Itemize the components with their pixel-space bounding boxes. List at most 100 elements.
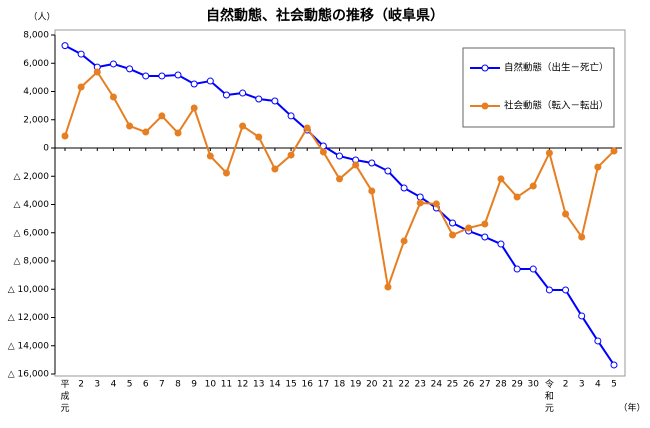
point bbox=[287, 112, 295, 120]
y-tick-label: △ 10,000 bbox=[8, 285, 50, 295]
point bbox=[271, 97, 279, 105]
point bbox=[190, 80, 198, 88]
x-tick-label: 12 bbox=[237, 380, 248, 390]
x-tick-label: 2 bbox=[78, 380, 84, 390]
point bbox=[384, 283, 392, 291]
point bbox=[610, 361, 618, 369]
point bbox=[465, 224, 473, 232]
x-tick-label: 19 bbox=[350, 380, 362, 390]
point bbox=[77, 50, 85, 58]
point bbox=[562, 286, 570, 294]
y-tick-label: 8,000 bbox=[23, 31, 49, 41]
point bbox=[400, 237, 408, 245]
y-tick-label: △ 14,000 bbox=[8, 341, 50, 351]
x-tick-label: 17 bbox=[318, 380, 329, 390]
x-tick-label: 25 bbox=[447, 380, 458, 390]
legend-marker bbox=[481, 102, 489, 110]
x-tick-label: 23 bbox=[415, 380, 426, 390]
x-tick-label: 5 bbox=[611, 380, 617, 390]
legend-label: 自然動態（出生－死亡） bbox=[504, 62, 609, 74]
x-tick-label: 20 bbox=[366, 380, 378, 390]
x-tick-label: 3 bbox=[94, 380, 100, 390]
point bbox=[432, 200, 440, 208]
chart-title: 自然動態、社会動態の推移（岐阜県） bbox=[206, 7, 444, 24]
x-tick-label: 14 bbox=[269, 380, 281, 390]
point bbox=[206, 152, 214, 160]
point bbox=[222, 169, 230, 177]
x-tick-label: 7 bbox=[159, 380, 165, 390]
point bbox=[61, 42, 69, 50]
x-tick-label: 5 bbox=[127, 380, 133, 390]
y-tick-label: △ 8,000 bbox=[13, 257, 49, 267]
point bbox=[174, 129, 182, 137]
point bbox=[319, 148, 327, 156]
x-tick-label: 22 bbox=[398, 380, 409, 390]
x-tick-label: 11 bbox=[221, 380, 232, 390]
point bbox=[578, 312, 586, 320]
point bbox=[352, 161, 360, 169]
x-tick-label: 4 bbox=[111, 380, 117, 390]
point bbox=[77, 83, 85, 91]
point bbox=[93, 68, 101, 76]
y-tick-label: △ 2,000 bbox=[13, 172, 49, 182]
y-tick-label: 4,000 bbox=[23, 87, 49, 97]
point bbox=[271, 165, 279, 173]
point bbox=[158, 72, 166, 80]
point bbox=[239, 89, 247, 97]
point bbox=[562, 210, 570, 218]
x-tick-label: 3 bbox=[579, 380, 585, 390]
x-tick-label: 18 bbox=[334, 380, 346, 390]
x-tick-label: 28 bbox=[495, 380, 507, 390]
y-tick-label: △ 16,000 bbox=[8, 370, 50, 380]
point bbox=[303, 124, 311, 132]
legend-label: 社会動態（転入－転出） bbox=[504, 100, 609, 112]
point bbox=[416, 199, 424, 207]
point bbox=[481, 233, 489, 241]
x-tick-label: 16 bbox=[301, 380, 313, 390]
x-tick-label: 30 bbox=[528, 380, 540, 390]
legend-marker bbox=[481, 64, 489, 72]
point bbox=[449, 219, 457, 227]
point bbox=[529, 182, 537, 190]
x-tick-label: 26 bbox=[463, 380, 475, 390]
point bbox=[287, 151, 295, 159]
point bbox=[126, 65, 134, 73]
point bbox=[336, 152, 343, 160]
point bbox=[497, 175, 505, 183]
y-tick-label: 0 bbox=[43, 144, 49, 154]
x-tick-label: 9 bbox=[191, 380, 197, 390]
point bbox=[578, 233, 586, 241]
point bbox=[255, 95, 263, 103]
legend-box bbox=[462, 47, 615, 128]
point bbox=[449, 231, 457, 239]
x-tick-label: 29 bbox=[511, 380, 523, 390]
x-tick-label: 15 bbox=[285, 380, 296, 390]
point bbox=[109, 93, 117, 101]
y-tick-label: △ 4,000 bbox=[13, 200, 49, 210]
point bbox=[158, 112, 166, 120]
x-tick-label: 令和元 bbox=[545, 378, 554, 414]
point bbox=[481, 220, 489, 228]
point bbox=[142, 128, 150, 136]
point bbox=[497, 240, 505, 248]
x-tick-label: 平成元 bbox=[60, 379, 69, 414]
point bbox=[239, 122, 247, 130]
y-tick-label: △ 12,000 bbox=[8, 313, 50, 323]
point bbox=[142, 72, 150, 80]
x-tick-label: 8 bbox=[175, 380, 181, 390]
point bbox=[545, 149, 553, 157]
point bbox=[594, 163, 602, 171]
point bbox=[400, 184, 408, 192]
point bbox=[336, 175, 343, 183]
point bbox=[174, 71, 182, 79]
point bbox=[61, 132, 69, 140]
point bbox=[368, 159, 376, 167]
x-tick-label: 21 bbox=[382, 380, 393, 390]
point bbox=[109, 60, 117, 68]
x-axis-label: （年） bbox=[618, 402, 645, 414]
point bbox=[513, 265, 521, 273]
x-tick-label: 2 bbox=[563, 380, 569, 390]
point bbox=[545, 286, 553, 294]
x-tick-label: 27 bbox=[479, 380, 490, 390]
y-tick-label: 2,000 bbox=[23, 115, 49, 125]
